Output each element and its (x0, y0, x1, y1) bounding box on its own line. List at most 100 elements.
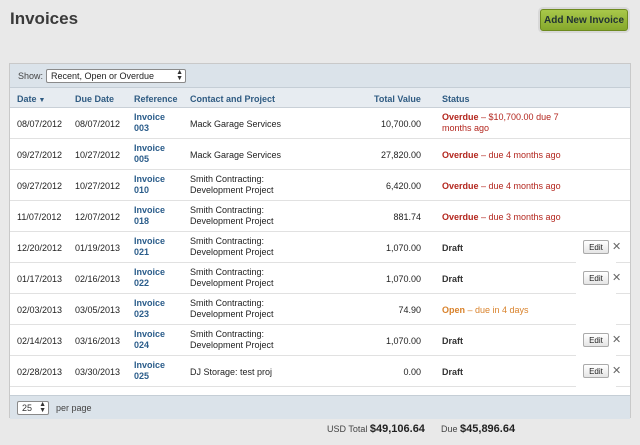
reference-number: 003 (134, 123, 150, 133)
invoice-total: 0.00 (403, 367, 421, 377)
show-filter-select[interactable]: Recent, Open or Overdue ▲ ▼ (46, 69, 186, 83)
invoice-total: 881.74 (393, 212, 421, 222)
contact-project: Smith Contracting: Development Project (190, 236, 274, 258)
status-label: Draft (442, 336, 464, 346)
close-icon[interactable]: ✕ (612, 241, 622, 253)
invoice-reference-link[interactable]: Invoice 021 (134, 236, 165, 258)
contact-project: Smith Contracting: Development Project (190, 329, 274, 351)
table-row[interactable]: 02/03/2013 03/05/2013 Invoice 023 Smith Cont… (10, 294, 630, 325)
invoice-status: Open – due in 4 days (442, 305, 529, 316)
table-row[interactable]: 02/28/2013 03/30/2013 Invoice 025 DJ Storage… (10, 356, 630, 387)
invoice-due-date: 12/07/2012 (75, 212, 121, 222)
table-footer: 25 ▲ ▼ per page (10, 395, 630, 419)
project-name: Development Project (190, 278, 274, 288)
invoice-reference-link[interactable]: Invoice 018 (134, 205, 165, 227)
reference-number: 005 (134, 154, 150, 164)
status-label: Overdue (442, 212, 479, 222)
contact-name: Smith Contracting: (190, 267, 265, 277)
invoice-due-date: 03/30/2013 (75, 367, 121, 377)
filter-toolbar: Show: Recent, Open or Overdue ▲ ▼ (10, 64, 630, 88)
invoice-status: Draft (442, 367, 463, 378)
reference-number: 023 (134, 309, 150, 319)
invoice-date: 08/07/2012 (17, 119, 63, 129)
invoice-reference-link[interactable]: Invoice 005 (134, 143, 165, 165)
usd-total: USD Total $49,106.64 (327, 423, 425, 435)
invoice-total: 10,700.00 (380, 119, 421, 129)
table-row[interactable]: 12/20/2012 01/19/2013 Invoice 021 Smith Cont… (10, 232, 630, 263)
invoice-status: Overdue – due 4 months ago (442, 150, 561, 161)
reference-label: Invoice (134, 174, 166, 184)
contact-project: Smith Contracting: Development Project (190, 267, 274, 289)
column-status[interactable]: Status (442, 94, 470, 104)
invoice-total: 74.90 (398, 305, 421, 315)
table-row[interactable]: 11/07/2012 12/07/2012 Invoice 018 Smith Cont… (10, 201, 630, 232)
contact-project: Smith Contracting: Development Project (190, 174, 274, 196)
column-due-date[interactable]: Due Date (75, 94, 115, 104)
invoice-due-date: 10/27/2012 (75, 181, 121, 191)
invoice-date: 09/27/2012 (17, 150, 63, 160)
show-label: Show: (18, 71, 44, 81)
invoice-reference-link[interactable]: Invoice 024 (134, 329, 165, 351)
column-date-label: Date (17, 94, 37, 104)
reference-label: Invoice (134, 112, 166, 122)
contact-project: Mack Garage Services (190, 119, 282, 129)
invoice-reference-link[interactable]: Invoice 023 (134, 298, 165, 320)
edit-button[interactable]: Edit (583, 240, 609, 254)
column-total[interactable]: Total Value (374, 94, 421, 104)
table-header: Date ▼ Due Date Reference Contact and Pr… (10, 88, 630, 108)
close-icon[interactable]: ✕ (612, 334, 622, 346)
column-contact[interactable]: Contact and Project (190, 94, 276, 104)
table-row[interactable]: 08/07/2012 08/07/2012 Invoice 003 Mack Garag… (10, 108, 630, 139)
invoice-date: 01/17/2013 (17, 274, 63, 284)
reference-number: 018 (134, 216, 150, 226)
table-row[interactable]: 09/27/2012 10/27/2012 Invoice 010 Smith Cont… (10, 170, 630, 201)
per-page-select[interactable]: 25 ▲ ▼ (17, 401, 49, 415)
column-reference[interactable]: Reference (134, 94, 178, 104)
status-label: Overdue (442, 150, 479, 160)
page-header: Invoices Add New Invoice (0, 0, 640, 44)
status-label: Draft (442, 367, 464, 377)
contact-name: Smith Contracting: (190, 236, 265, 246)
edit-button[interactable]: Edit (583, 271, 609, 285)
column-date[interactable]: Date ▼ (17, 94, 45, 104)
invoice-date: 02/03/2013 (17, 305, 63, 315)
status-detail: – due in 4 days (465, 305, 529, 315)
close-icon[interactable]: ✕ (612, 272, 622, 284)
edit-button[interactable]: Edit (583, 364, 609, 378)
contact-project: DJ Storage: test proj (190, 367, 273, 377)
edit-button[interactable]: Edit (583, 333, 609, 347)
invoice-total: 6,420.00 (385, 181, 421, 191)
invoice-reference-link[interactable]: Invoice 010 (134, 174, 165, 196)
add-new-invoice-button[interactable]: Add New Invoice (540, 9, 628, 31)
invoice-date: 02/28/2013 (17, 367, 63, 377)
table-row[interactable]: 02/14/2013 03/16/2013 Invoice 024 Smith Cont… (10, 325, 630, 356)
invoice-total: 1,070.00 (385, 243, 421, 253)
status-detail: – due 3 months ago (478, 212, 561, 222)
project-name: Development Project (190, 309, 274, 319)
status-label: Draft (442, 243, 464, 253)
usd-total-label: USD Total (327, 424, 368, 434)
contact-name: Smith Contracting: (190, 329, 265, 339)
reference-label: Invoice (134, 329, 166, 339)
per-page-label: per page (56, 403, 92, 413)
invoice-reference-link[interactable]: Invoice 003 (134, 112, 165, 134)
contact-name: Smith Contracting: (190, 298, 265, 308)
per-page-value: 25 (22, 403, 33, 413)
project-name: Development Project (190, 216, 274, 226)
contact-project: Smith Contracting: Development Project (190, 298, 274, 320)
invoice-due-date: 01/19/2013 (75, 243, 121, 253)
invoice-status: Draft (442, 274, 463, 285)
table-row[interactable]: 09/27/2012 10/27/2012 Invoice 005 Mack Garag… (10, 139, 630, 170)
invoice-total: 27,820.00 (380, 150, 421, 160)
status-detail: – due 4 months ago (478, 150, 561, 160)
close-icon[interactable]: ✕ (612, 365, 622, 377)
invoice-total: 1,070.00 (385, 336, 421, 346)
invoice-reference-link[interactable]: Invoice 025 (134, 360, 165, 382)
table-row[interactable]: 01/17/2013 02/16/2013 Invoice 022 Smith Cont… (10, 263, 630, 294)
reference-label: Invoice (134, 143, 166, 153)
actions-column-highlight (576, 232, 616, 387)
invoice-reference-link[interactable]: Invoice 022 (134, 267, 165, 289)
contact-name: Smith Contracting: (190, 174, 265, 184)
status-detail: – $10,700.00 due 7 (478, 112, 559, 122)
status-label: Overdue (442, 112, 479, 122)
